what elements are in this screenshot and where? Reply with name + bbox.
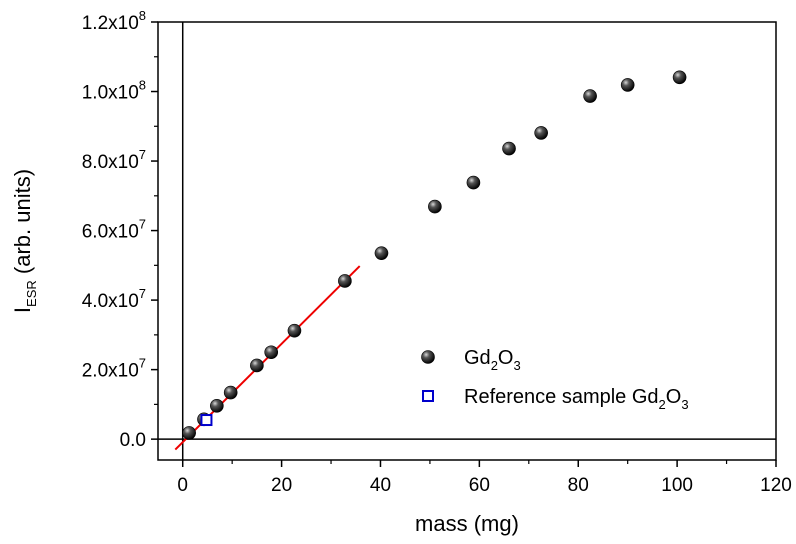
- y-axis-title-rest: (arb. units): [10, 169, 35, 280]
- y-tick-label: 8.0x107: [82, 147, 146, 173]
- x-tick-label: 120: [760, 475, 792, 496]
- y-tick-label: 0.0: [120, 430, 146, 451]
- gd2o3-data-point: [223, 385, 238, 400]
- legend-label: Reference sample Gd2O3: [464, 386, 689, 412]
- x-axis-title: mass (mg): [415, 511, 519, 536]
- y-tick-label: 4.0x107: [82, 286, 146, 312]
- gd2o3-data-point: [287, 323, 302, 338]
- legend-square-marker: [422, 390, 434, 402]
- legend: Gd2O3 Reference sample Gd2O3: [421, 347, 689, 412]
- data-points: [182, 70, 687, 440]
- y-axis-title: IESR (arb. units): [10, 169, 39, 313]
- gd2o3-data-point: [583, 89, 597, 103]
- y-axis-title-sub: ESR: [24, 280, 39, 307]
- y-axis-ticks: 0.0 2.0x107 4.0x107 6.0x107 8.0x107 1.0x108 1.…: [82, 8, 158, 451]
- reference-sample-point: [200, 414, 213, 427]
- gd2o3-data-point: [374, 246, 389, 260]
- gd2o3-data-point: [264, 345, 279, 360]
- x-axis-ticks: 0 20 40 60 80 100 120: [177, 460, 792, 496]
- legend-label: Gd2O3: [464, 347, 521, 373]
- x-tick-label: 60: [469, 475, 490, 496]
- y-tick-label: 6.0x107: [82, 217, 146, 243]
- gd2o3-data-point: [210, 398, 224, 413]
- legend-sphere-marker: [421, 350, 435, 364]
- x-tick-label: 0: [177, 475, 188, 496]
- y-tick-label: 2.0x107: [82, 356, 146, 382]
- plot-frame: [157, 21, 777, 461]
- gd2o3-data-point: [620, 78, 635, 92]
- gd2o3-data-point: [182, 426, 196, 440]
- gd2o3-data-point: [250, 358, 264, 373]
- x-tick-label: 80: [568, 475, 589, 496]
- gd2o3-data-point: [502, 141, 516, 156]
- zero-lines: [158, 22, 776, 460]
- gd2o3-data-point: [672, 70, 687, 85]
- y-tick-label: 1.0x108: [82, 78, 146, 104]
- gd2o3-data-point: [338, 274, 352, 288]
- x-tick-label: 40: [370, 475, 391, 496]
- y-axis-title-base: I: [10, 307, 35, 313]
- gd2o3-data-point: [428, 199, 442, 214]
- gd2o3-data-point: [534, 126, 548, 140]
- gd2o3-data-point: [466, 175, 481, 190]
- y-tick-label: 1.2x108: [82, 8, 146, 34]
- x-tick-label: 100: [661, 475, 693, 496]
- x-tick-label: 20: [271, 475, 292, 496]
